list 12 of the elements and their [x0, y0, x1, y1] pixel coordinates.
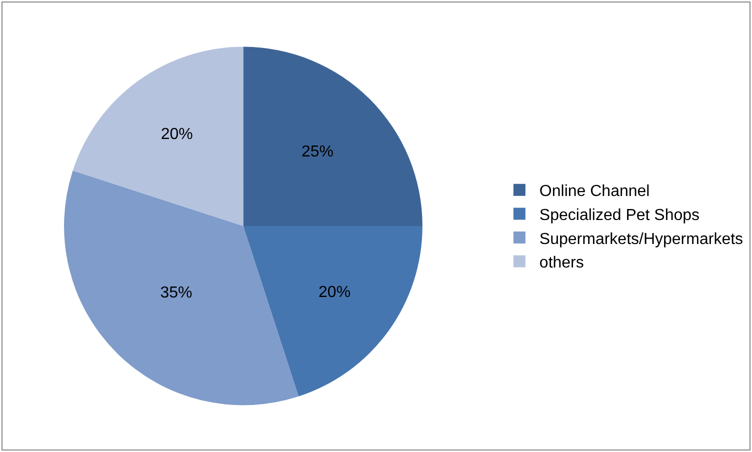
pie-slice: [72, 46, 244, 226]
data-label: 25%: [301, 143, 334, 160]
legend-label: others: [539, 254, 584, 272]
legend-label: Online Channel: [539, 183, 650, 200]
data-label: 20%: [160, 126, 193, 144]
data-label: 20%: [318, 284, 351, 301]
pie-slice: [64, 170, 299, 405]
pie-slice: [243, 226, 422, 396]
pie-slice: [243, 46, 422, 226]
legend-label: Supermarkets/Hypermarkets: [539, 230, 744, 248]
legend-label: Specialized Pet Shops: [539, 206, 700, 224]
data-label: 35%: [160, 284, 192, 302]
